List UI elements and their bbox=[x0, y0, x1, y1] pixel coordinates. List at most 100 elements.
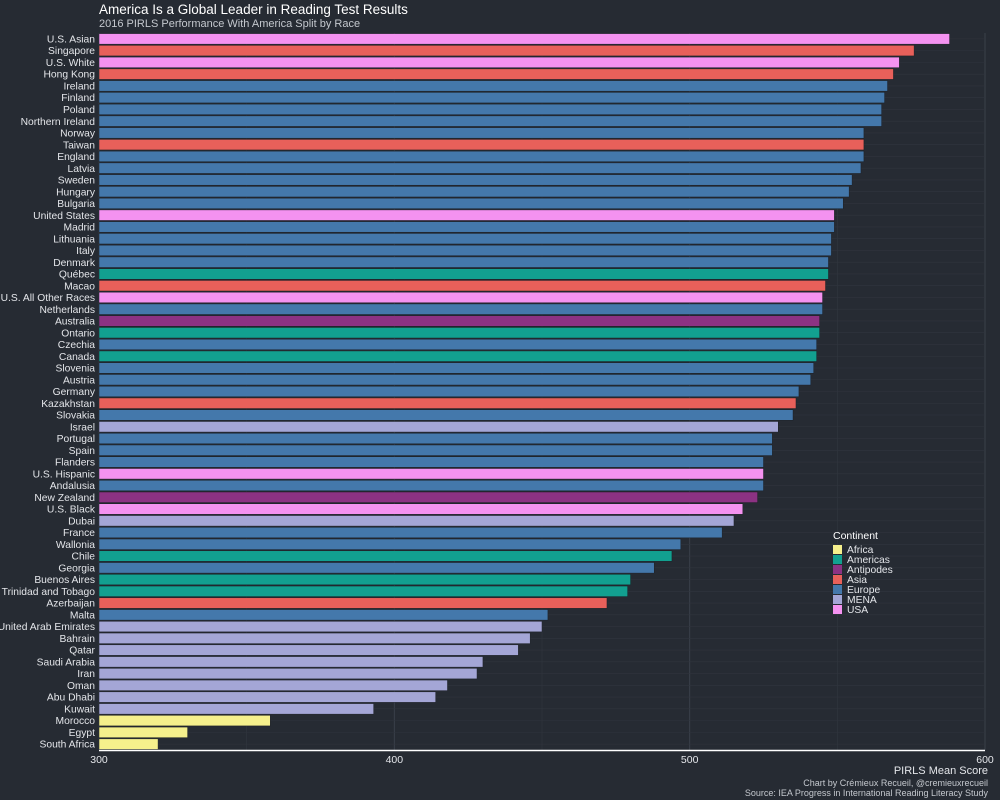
bar bbox=[98, 656, 484, 668]
category-label: Portugal bbox=[57, 434, 95, 445]
category-label: Ireland bbox=[64, 81, 96, 92]
x-tick-label: 600 bbox=[976, 754, 994, 766]
bar bbox=[98, 527, 723, 539]
bar bbox=[98, 385, 800, 398]
category-label: England bbox=[57, 152, 95, 163]
category-label: Spain bbox=[69, 446, 96, 457]
bar bbox=[98, 432, 773, 445]
bar bbox=[98, 150, 865, 162]
bar bbox=[98, 621, 543, 633]
bar bbox=[98, 632, 531, 644]
bar bbox=[98, 197, 844, 209]
category-label: Madrid bbox=[64, 223, 96, 234]
x-tick-label: 500 bbox=[681, 754, 699, 766]
category-label: Bahrain bbox=[60, 634, 96, 645]
legend-swatch bbox=[833, 555, 842, 564]
bar bbox=[98, 538, 682, 550]
bar bbox=[98, 609, 549, 621]
bar bbox=[98, 244, 832, 256]
category-label: Canada bbox=[59, 352, 95, 363]
category-label: Oman bbox=[67, 681, 95, 692]
category-label: France bbox=[63, 528, 95, 539]
category-label: United States bbox=[33, 211, 95, 222]
category-label: U.S. Asian bbox=[47, 34, 95, 45]
category-label: South Africa bbox=[39, 740, 95, 751]
category-label: Slovenia bbox=[56, 364, 96, 375]
bar bbox=[98, 550, 673, 562]
category-label: Australia bbox=[55, 317, 95, 328]
bar bbox=[98, 127, 865, 139]
category-label: Morocco bbox=[56, 716, 96, 727]
legend-label: Americas bbox=[847, 555, 890, 566]
bar bbox=[98, 479, 764, 492]
category-label: Azerbaijan bbox=[46, 599, 95, 610]
category-label: Sweden bbox=[58, 176, 95, 187]
category-label: Denmark bbox=[53, 258, 96, 269]
category-label: Italy bbox=[76, 246, 96, 257]
legend-label: USA bbox=[847, 605, 868, 616]
category-label: Netherlands bbox=[39, 305, 95, 316]
category-label: Bulgaria bbox=[57, 199, 95, 210]
chart-title: America Is a Global Leader in Reading Te… bbox=[99, 2, 408, 17]
bar bbox=[98, 162, 862, 174]
category-label: Macao bbox=[64, 281, 95, 292]
category-label: Buenos Aires bbox=[34, 575, 95, 586]
bar bbox=[98, 268, 829, 280]
bar bbox=[98, 456, 764, 468]
bar bbox=[98, 256, 829, 268]
bar bbox=[98, 103, 882, 115]
bar bbox=[98, 421, 779, 433]
chart-caption-credit: Chart by Crémieux Recueil, @cremieuxrecu… bbox=[803, 778, 988, 788]
category-label: Lithuania bbox=[53, 234, 95, 245]
category-label: Saudi Arabia bbox=[37, 657, 96, 668]
bar bbox=[98, 233, 832, 245]
legend-swatch bbox=[833, 545, 842, 554]
category-label: Slovakia bbox=[56, 411, 95, 422]
category-label: U.S. Black bbox=[47, 505, 96, 516]
category-label: Flanders bbox=[55, 458, 95, 469]
bar bbox=[98, 738, 159, 750]
category-label: Québec bbox=[59, 270, 95, 281]
bar bbox=[98, 92, 885, 104]
chart-caption-source: Source: IEA Progress in International Re… bbox=[745, 788, 989, 798]
legend-title: Continent bbox=[833, 530, 878, 542]
bar bbox=[98, 45, 915, 57]
category-label: Northern Ireland bbox=[21, 117, 96, 128]
legend-swatch bbox=[833, 605, 842, 614]
category-label: Taiwan bbox=[63, 140, 95, 151]
bar bbox=[98, 327, 820, 339]
legend-swatch bbox=[833, 595, 842, 604]
bar bbox=[98, 491, 758, 503]
bar bbox=[98, 503, 744, 515]
bar bbox=[98, 115, 882, 127]
bar bbox=[98, 515, 735, 527]
bar bbox=[98, 80, 888, 92]
category-label: Dubai bbox=[68, 516, 95, 527]
bar bbox=[98, 315, 820, 327]
x-axis-label: PIRLS Mean Score bbox=[894, 765, 988, 777]
bar-series bbox=[98, 33, 950, 750]
bar bbox=[98, 444, 773, 456]
bar bbox=[98, 397, 797, 409]
legend-swatch bbox=[833, 565, 842, 574]
bar bbox=[98, 597, 608, 609]
legend-swatch bbox=[833, 585, 842, 594]
category-label: Hong Kong bbox=[43, 70, 95, 81]
legend-label: Europe bbox=[847, 585, 880, 596]
legend-label: Africa bbox=[847, 545, 874, 556]
bar bbox=[98, 668, 478, 680]
category-label: U.S. Hispanic bbox=[33, 469, 95, 480]
category-label: Chile bbox=[72, 552, 96, 563]
category-label: Abu Dhabi bbox=[47, 693, 95, 704]
category-label: Poland bbox=[63, 105, 95, 116]
bar bbox=[98, 56, 900, 68]
category-label: New Zealand bbox=[34, 493, 95, 504]
category-label: Georgia bbox=[58, 563, 95, 574]
bar bbox=[98, 291, 823, 304]
bar bbox=[98, 221, 835, 233]
bar bbox=[98, 585, 628, 597]
legend: Continent AfricaAmericasAntipodesAsiaEur… bbox=[833, 530, 893, 616]
